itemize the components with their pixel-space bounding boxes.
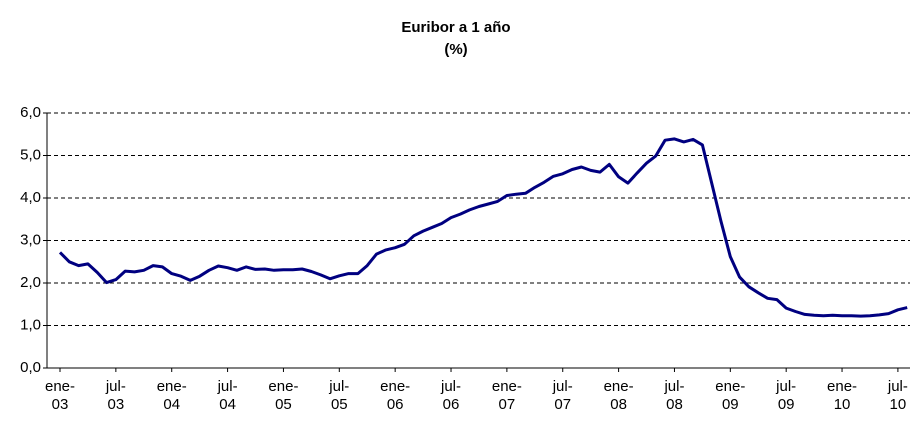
x-tick-label: jul-10 xyxy=(887,378,908,413)
x-tick-label: ene-04 xyxy=(156,378,187,413)
x-tick-label: jul-04 xyxy=(217,378,238,413)
x-tick-label: jul-05 xyxy=(329,378,350,413)
x-tick-label: ene-09 xyxy=(715,378,746,413)
y-tick-label: 0,0 xyxy=(20,359,41,376)
x-tick-label: jul-09 xyxy=(776,378,797,413)
y-tick-label: 1,0 xyxy=(20,316,41,333)
x-tick-label: jul-06 xyxy=(441,378,462,413)
y-tick-label: 4,0 xyxy=(20,189,41,206)
y-tick-label: 5,0 xyxy=(20,146,41,163)
x-tick-label: jul-08 xyxy=(664,378,685,413)
x-tick-label: ene-06 xyxy=(380,378,411,413)
x-tick-label: ene-08 xyxy=(603,378,634,413)
y-tick-label: 3,0 xyxy=(20,231,41,248)
x-tick-label: ene-05 xyxy=(268,378,299,413)
chart-title: Euribor a 1 año xyxy=(401,19,510,36)
line-series xyxy=(58,137,908,318)
y-tick-label: 2,0 xyxy=(20,274,41,291)
y-tick-label: 6,0 xyxy=(20,104,41,121)
x-tick-label: ene-03 xyxy=(44,378,76,413)
x-tick-label: jul-07 xyxy=(552,378,573,413)
x-tick-label: ene-10 xyxy=(827,378,858,413)
x-tick-label: ene-07 xyxy=(491,378,522,413)
chart-subtitle: (%) xyxy=(444,41,467,58)
x-tick-label: jul-03 xyxy=(105,378,126,413)
